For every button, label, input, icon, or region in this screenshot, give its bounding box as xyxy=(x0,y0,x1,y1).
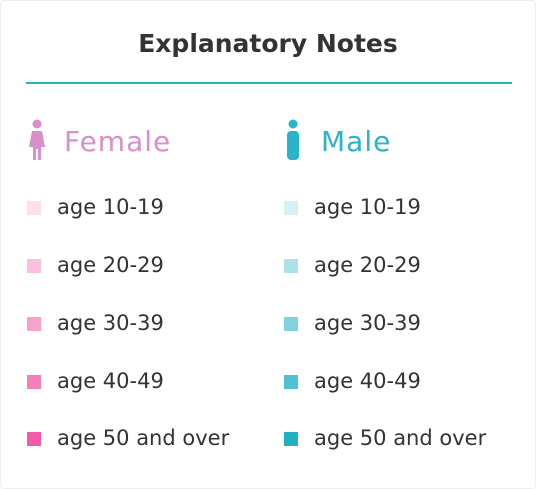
panel-title: Explanatory Notes xyxy=(138,29,398,58)
legend-item: age 30-39 xyxy=(57,311,164,335)
legend-swatch xyxy=(284,259,298,273)
male-icon xyxy=(285,119,301,165)
legend-item: age 10-19 xyxy=(57,195,164,219)
legend-swatch xyxy=(284,317,298,331)
legend-item: age 30-39 xyxy=(314,311,421,335)
legend-item: age 40-49 xyxy=(314,369,421,393)
legend-swatch xyxy=(27,317,41,331)
female-figure xyxy=(29,119,45,160)
legend-swatch xyxy=(27,259,41,273)
female-icon xyxy=(28,119,46,165)
group-label: Female xyxy=(64,125,172,158)
male-figure xyxy=(287,119,299,160)
legend-swatch xyxy=(27,375,41,389)
legend-item: age 20-29 xyxy=(314,253,421,277)
divider xyxy=(26,82,512,84)
legend-swatch xyxy=(284,201,298,215)
legend-item: age 20-29 xyxy=(57,253,164,277)
legend-item: age 10-19 xyxy=(314,195,421,219)
legend-swatch xyxy=(284,375,298,389)
legend-item: age 50 and over xyxy=(314,426,487,450)
legend-swatch xyxy=(27,201,41,215)
legend-item: age 50 and over xyxy=(57,426,230,450)
group-label: Male xyxy=(321,125,392,158)
legend-swatch xyxy=(284,432,298,446)
legend-swatch xyxy=(27,432,41,446)
legend-item: age 40-49 xyxy=(57,369,164,393)
